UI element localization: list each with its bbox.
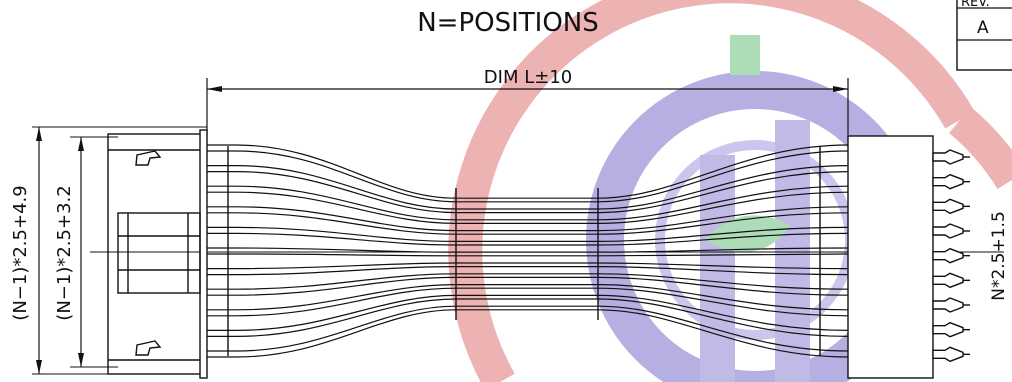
watermark-green-block (730, 35, 760, 75)
drawing-title: N=POSITIONS (417, 8, 599, 38)
watermark-green-leaf (705, 215, 790, 252)
height-inner-label: (N−1)*2.5+3.2 (54, 185, 75, 320)
pitch-dimension-label: N*2.5+1.5 (989, 211, 1009, 301)
wire (207, 305, 849, 352)
terminal-pin (932, 247, 970, 264)
terminal-pins (932, 149, 970, 363)
wire (207, 232, 849, 246)
wire (207, 171, 849, 214)
wire (207, 294, 849, 331)
wire (207, 298, 849, 337)
wire (207, 309, 849, 358)
terminal-pin (932, 223, 970, 239)
terminal-pin (932, 321, 970, 338)
wire (207, 276, 849, 296)
terminal-pin (932, 346, 970, 363)
wire (207, 247, 849, 253)
height-dimensions: (N−1)*2.5+4.9 (N−1)*2.5+3.2 (10, 126, 207, 375)
length-dimension-label: DIM L±10 (484, 67, 572, 88)
wire (207, 253, 849, 257)
wire (207, 287, 849, 317)
wire (207, 262, 849, 270)
left-connector (107, 129, 208, 379)
wire (207, 266, 849, 276)
wire (207, 185, 849, 221)
wire-bundle (207, 144, 849, 358)
terminal-pin (932, 272, 970, 289)
wire (207, 165, 849, 210)
revision-value: A (977, 18, 989, 38)
terminal-pin (932, 149, 970, 165)
height-outer-label: (N−1)*2.5+4.9 (10, 185, 31, 320)
wire (207, 273, 849, 290)
terminal-pin (932, 198, 970, 215)
wire (207, 191, 849, 224)
wire (207, 144, 849, 199)
terminal-pin (932, 173, 970, 190)
bundle-bands (227, 146, 821, 356)
right-connector (847, 135, 934, 379)
wire (207, 212, 849, 235)
wire (207, 150, 849, 203)
revision-header: REV. (961, 0, 990, 10)
watermark-red-arc (448, 0, 975, 382)
revision-table: REV. A (956, 0, 1012, 71)
length-dimension: DIM L±10 (206, 67, 849, 135)
terminal-pin (932, 297, 970, 313)
wire (207, 226, 849, 242)
